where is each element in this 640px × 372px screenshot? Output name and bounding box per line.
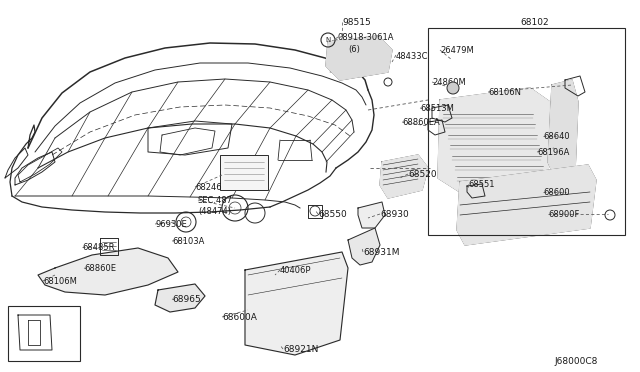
- Text: 40406P: 40406P: [280, 266, 312, 275]
- Text: (48474): (48474): [198, 207, 231, 216]
- Text: 68900F: 68900F: [548, 210, 579, 219]
- Circle shape: [272, 271, 278, 277]
- Polygon shape: [358, 202, 385, 228]
- Text: 68640: 68640: [543, 132, 570, 141]
- Polygon shape: [380, 155, 428, 198]
- Text: 68196A: 68196A: [537, 148, 570, 157]
- Circle shape: [447, 82, 459, 94]
- Polygon shape: [438, 88, 550, 192]
- Text: 96930E: 96930E: [155, 220, 187, 229]
- Polygon shape: [155, 284, 205, 312]
- Text: J68000C8: J68000C8: [554, 357, 597, 366]
- Polygon shape: [245, 252, 348, 355]
- Text: 68860E: 68860E: [84, 264, 116, 273]
- Polygon shape: [326, 36, 392, 80]
- Text: 68600: 68600: [543, 188, 570, 197]
- Polygon shape: [348, 228, 380, 265]
- Text: 48433C: 48433C: [396, 52, 429, 61]
- Polygon shape: [38, 248, 178, 295]
- Text: 68550: 68550: [318, 210, 347, 219]
- Text: 68930: 68930: [380, 210, 409, 219]
- Text: 68520: 68520: [408, 170, 436, 179]
- Text: 24860M: 24860M: [432, 78, 466, 87]
- Text: 68921N: 68921N: [283, 345, 318, 354]
- Polygon shape: [548, 80, 578, 180]
- Text: 68102: 68102: [520, 18, 548, 27]
- Text: 68551: 68551: [468, 180, 495, 189]
- Text: 68103A: 68103A: [172, 237, 204, 246]
- Text: 68965: 68965: [172, 295, 201, 304]
- Text: 68485R: 68485R: [33, 348, 68, 357]
- Text: SEC.487: SEC.487: [198, 196, 233, 205]
- Text: 68106M: 68106M: [43, 277, 77, 286]
- Text: 68106N: 68106N: [488, 88, 521, 97]
- Bar: [220, 155, 268, 190]
- Text: 26479M: 26479M: [440, 46, 474, 55]
- Text: 68513M: 68513M: [420, 104, 454, 113]
- Bar: [428, 28, 625, 235]
- Text: 98515: 98515: [342, 18, 371, 27]
- Text: 68485R: 68485R: [82, 243, 115, 252]
- Polygon shape: [457, 165, 596, 245]
- Text: 68246: 68246: [195, 183, 221, 192]
- Text: 68600A: 68600A: [222, 313, 257, 322]
- Text: 68931M: 68931M: [363, 248, 399, 257]
- Text: (6): (6): [348, 45, 360, 54]
- Bar: [8, 306, 80, 361]
- Text: 68860EA: 68860EA: [402, 118, 440, 127]
- Text: 08918-3061A: 08918-3061A: [338, 33, 394, 42]
- Text: N: N: [325, 37, 331, 43]
